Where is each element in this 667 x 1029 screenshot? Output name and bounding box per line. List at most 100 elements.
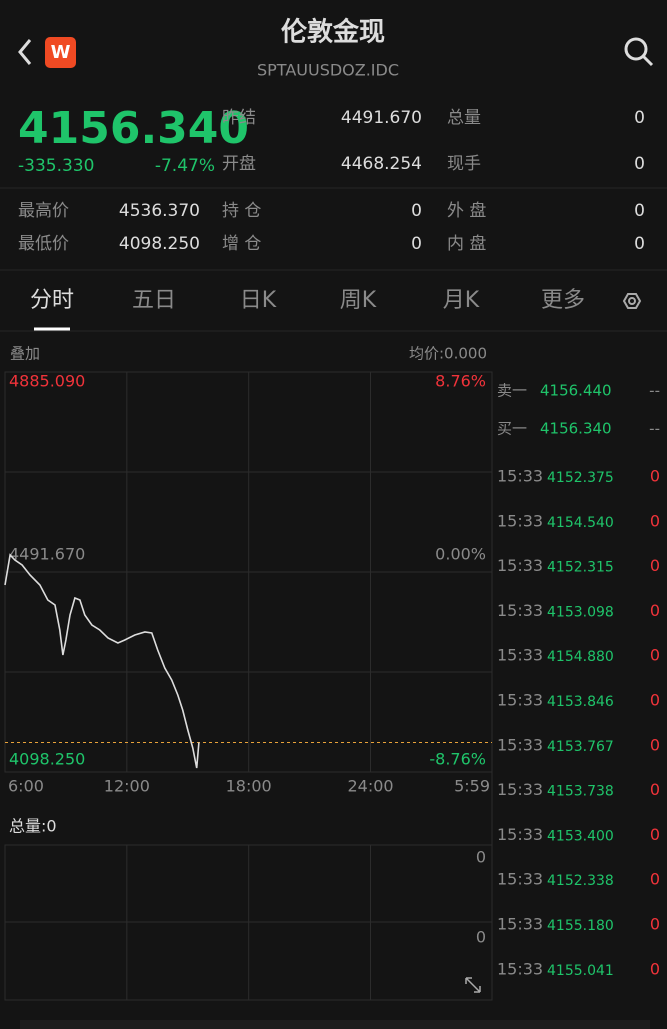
trade-volume: 0: [650, 511, 660, 530]
book-volume: --: [649, 420, 660, 438]
trade-volume: 0: [650, 601, 660, 620]
volume-label: 0: [476, 928, 486, 947]
bottom-bar: [20, 1020, 650, 1029]
settings-button[interactable]: [622, 293, 642, 309]
y-tick-label: 4491.670: [9, 545, 85, 564]
x-tick-label: 6:00: [8, 777, 44, 796]
x-tick-label: 12:00: [104, 777, 150, 796]
trade-time: 15:33: [497, 646, 543, 665]
y2-tick-label: -8.76%: [429, 750, 486, 769]
book-price: 4156.440: [540, 382, 612, 400]
stat-label: 总量: [447, 108, 481, 128]
avg-label: 均价:0.000: [409, 345, 487, 363]
stat-value: 0: [411, 201, 422, 221]
trade-volume: 0: [650, 825, 660, 844]
stat-label: 最高价: [18, 201, 69, 221]
tab[interactable]: 周K: [340, 288, 377, 313]
trade-price: 4153.400: [547, 828, 614, 844]
tab[interactable]: 月K: [443, 288, 480, 313]
stat-label: 内 盘: [447, 234, 486, 254]
stat-label: 增 仓: [222, 234, 261, 254]
trade-price: 4155.041: [547, 963, 614, 979]
back-button[interactable]: [18, 39, 32, 65]
volume-label: 0: [476, 848, 486, 867]
stat-label: 最低价: [18, 234, 69, 254]
stat-value: 4468.254: [341, 154, 422, 174]
book-volume: --: [649, 382, 660, 400]
trade-time: 15:33: [497, 601, 543, 620]
trade-time: 15:33: [497, 735, 543, 754]
y-tick-label: 4098.250: [9, 750, 85, 769]
title: 伦敦金现: [281, 17, 385, 48]
tab[interactable]: 更多: [541, 288, 585, 313]
search-button[interactable]: [624, 37, 648, 61]
x-tick-label: 18:00: [226, 777, 272, 796]
code: SPTAUUSDOZ.IDC: [257, 61, 399, 80]
trade-price: 4153.767: [547, 739, 614, 755]
stat-label: 现手: [447, 154, 481, 174]
trade-price: 4155.180: [547, 918, 614, 934]
trade-volume: 0: [650, 780, 660, 799]
trade-price: 4154.540: [547, 515, 614, 531]
stat-label: 昨结: [222, 108, 256, 128]
y2-tick-label: 0.00%: [435, 545, 486, 564]
tab[interactable]: 分时: [30, 288, 74, 313]
tab[interactable]: 日K: [240, 288, 277, 313]
y-tick-label: 4885.090: [9, 372, 85, 391]
tab[interactable]: 五日: [132, 288, 176, 313]
change: -335.330: [18, 156, 94, 176]
price: 4156.340: [18, 103, 249, 154]
expand-button[interactable]: [465, 977, 481, 993]
trade-volume: 0: [650, 467, 660, 486]
x-tick-label: 24:00: [347, 777, 393, 796]
price-line: [4, 553, 200, 769]
book-label: 卖一: [497, 382, 527, 400]
stat-value: 0: [411, 234, 422, 254]
trade-volume: 0: [650, 915, 660, 934]
trade-time: 15:33: [497, 915, 543, 934]
trade-time: 15:33: [497, 825, 543, 844]
app-icon-letter: W: [51, 42, 71, 63]
volume-title: 总量:0: [9, 817, 57, 836]
stat-label: 开盘: [222, 154, 256, 174]
trade-price: 4152.375: [547, 470, 614, 486]
trade-time: 15:33: [497, 467, 543, 486]
x-tick-label: 5:59: [454, 777, 490, 796]
search-handle: [641, 54, 654, 67]
trade-volume: 0: [650, 691, 660, 710]
trade-price: 4152.338: [547, 873, 614, 889]
trade-volume: 0: [650, 646, 660, 665]
trade-volume: 0: [650, 556, 660, 575]
change-pct: -7.47%: [155, 156, 215, 176]
stat-value: 0: [634, 234, 645, 254]
trade-volume: 0: [650, 870, 660, 889]
trade-volume: 0: [650, 735, 660, 754]
trade-price: 4153.098: [547, 604, 614, 620]
book-price: 4156.340: [540, 420, 612, 438]
trade-time: 15:33: [497, 511, 543, 530]
overlay-label: 叠加: [10, 345, 40, 363]
stat-label: 持 仓: [222, 201, 261, 221]
trade-price: 4154.880: [547, 649, 614, 665]
stat-value: 0: [634, 108, 645, 128]
app-icon[interactable]: [45, 37, 76, 68]
trade-time: 15:33: [497, 870, 543, 889]
trade-volume: 0: [650, 959, 660, 978]
y2-tick-label: 8.76%: [435, 372, 486, 391]
trade-price: 4152.315: [547, 560, 614, 576]
stat-value: 0: [634, 154, 645, 174]
trade-time: 15:33: [497, 691, 543, 710]
book-label: 买一: [497, 420, 527, 438]
trade-time: 15:33: [497, 780, 543, 799]
stat-value: 4536.370: [119, 201, 200, 221]
trade-time: 15:33: [497, 556, 543, 575]
settings-dot: [628, 297, 636, 305]
stat-value: 4098.250: [119, 234, 200, 254]
stat-value: 0: [634, 201, 645, 221]
trade-price: 4153.846: [547, 694, 614, 710]
trade-price: 4153.738: [547, 784, 614, 800]
trade-time: 15:33: [497, 959, 543, 978]
